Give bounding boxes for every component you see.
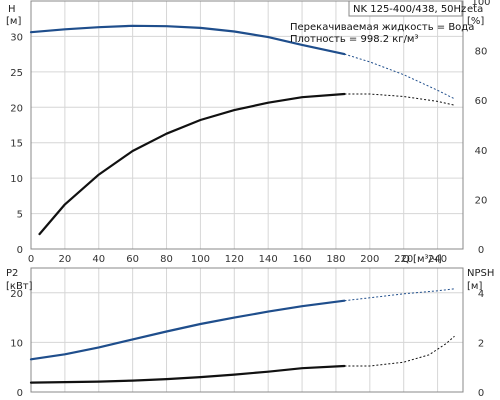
info-line-density: Плотность = 998.2 кг/м³	[290, 34, 419, 45]
upper-series-0-dashed	[344, 53, 455, 100]
upper-left-tick-label: 25	[10, 68, 23, 79]
upper-plot-frame	[30, 0, 464, 250]
upper-series-0-solid	[29, 24, 346, 56]
upper-right-tick-label: 100	[471, 0, 490, 8]
lower-series-1-dashed	[344, 335, 455, 367]
x-tick-label: 0	[28, 254, 34, 265]
x-tick-label: 80	[160, 254, 173, 265]
lower-series-1-solid	[29, 364, 346, 384]
plot-frames	[30, 0, 464, 393]
lower-series-0-dashed	[344, 288, 455, 302]
upper-left-axis-name: H	[8, 4, 16, 15]
x-tick-label: 180	[326, 254, 345, 265]
upper-right-tick-label: 80	[475, 47, 488, 58]
x-tick-label: 40	[92, 254, 105, 265]
x-tick-label: 120	[225, 254, 244, 265]
lower-left-tick-label: 10	[10, 338, 23, 349]
upper-left-tick-label: 10	[10, 174, 23, 185]
axis-labels: H [м] eta [%] Q [м³/ч] P2 [кВт] NPSH [м]	[6, 4, 494, 292]
lower-plot-frame	[30, 267, 464, 393]
lower-series-0-solid	[29, 299, 346, 361]
lower-left-axis-name: P2	[6, 268, 18, 279]
x-tick-label: 100	[191, 254, 210, 265]
info-line-liquid: Перекачиваемая жидкость = Вода	[290, 22, 474, 33]
upper-left-tick-label: 5	[17, 210, 23, 221]
upper-right-tick-label: 0	[478, 245, 484, 256]
upper-right-axis-unit: [%]	[467, 16, 484, 27]
upper-right-tick-label: 60	[475, 96, 488, 107]
lower-right-tick-label: 0	[478, 388, 484, 399]
x-tick-label: 240	[428, 254, 447, 265]
lower-right-axis-unit: [м]	[467, 281, 482, 292]
x-tick-label: 160	[293, 254, 312, 265]
upper-right-tick-label: 20	[475, 195, 488, 206]
title-box-frame	[348, 0, 463, 17]
lower-left-axis-unit: [кВт]	[6, 281, 33, 292]
x-tick-label: 60	[126, 254, 139, 265]
info-block: NK 125-400/438, 50Hz Перекачиваемая жидк…	[290, 0, 474, 45]
upper-series-1-dashed	[344, 93, 455, 106]
upper-right-axis-name: eta	[467, 4, 483, 15]
upper-right-tick-label: 40	[475, 146, 488, 157]
x-tick-label: 200	[360, 254, 379, 265]
data-series	[29, 24, 455, 384]
upper-series-1-solid	[38, 92, 346, 236]
title-box-text: NK 125-400/438, 50Hz	[353, 4, 466, 15]
x-tick-label: 220	[394, 254, 413, 265]
x-tick-label: 140	[259, 254, 278, 265]
upper-left-tick-label: 0	[17, 245, 23, 256]
upper-left-axis-unit: [м]	[6, 16, 21, 27]
x-tick-label: 20	[59, 254, 72, 265]
lower-left-tick-label: 20	[10, 289, 23, 300]
lower-left-tick-label: 0	[17, 388, 23, 399]
upper-left-tick-label: 20	[10, 103, 23, 114]
upper-left-tick-label: 15	[10, 139, 23, 150]
x-axis-label: Q [м³/ч]	[402, 254, 442, 265]
grid-lines	[31, 1, 463, 392]
lower-right-tick-label: 4	[478, 289, 484, 300]
lower-right-tick-label: 2	[478, 338, 484, 349]
upper-left-tick-label: 30	[10, 32, 23, 43]
lower-right-axis-name: NPSH	[467, 268, 494, 279]
